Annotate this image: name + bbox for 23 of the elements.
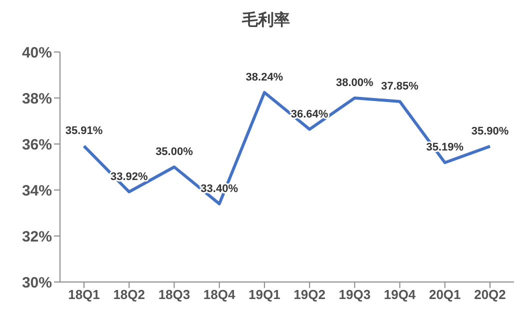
data-label: 35.90%: [471, 125, 509, 138]
x-tick-label: 20Q1: [428, 287, 461, 302]
x-tick-label: 18Q3: [158, 287, 190, 302]
chart-title: 毛利率: [241, 10, 291, 31]
data-label: 35.00%: [156, 146, 194, 158]
y-tick-label: 38%: [22, 90, 52, 108]
x-tick-label: 18Q2: [113, 287, 146, 302]
y-tick-label: 34%: [22, 182, 52, 200]
x-tick-label: 18Q4: [203, 287, 236, 302]
y-tick-label: 30%: [22, 274, 52, 292]
y-tick-label: 40%: [22, 44, 52, 62]
x-tick-label: 18Q1: [68, 287, 100, 302]
data-label: 37.85%: [381, 80, 419, 92]
y-tick-label: 32%: [22, 228, 52, 246]
x-tick-label: 19Q3: [338, 287, 371, 302]
x-tick-label: 20Q2: [474, 287, 506, 302]
data-label: 35.91%: [65, 125, 103, 138]
x-tick-label: 19Q2: [294, 287, 326, 302]
y-tick-label: 36%: [22, 136, 52, 154]
data-label: 38.00%: [336, 77, 374, 89]
data-label: 38.24%: [246, 71, 284, 84]
x-tick-label: 19Q4: [384, 287, 416, 302]
x-tick-label: 19Q1: [248, 287, 280, 302]
